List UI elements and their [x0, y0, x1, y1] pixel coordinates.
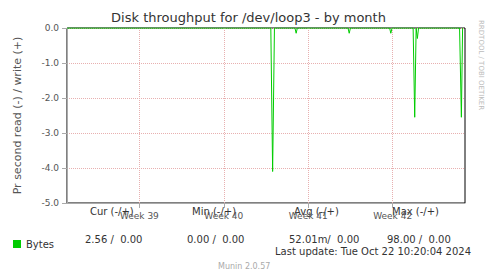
svg-text:RRDTOOL / TOBI OETIKER: RRDTOOL / TOBI OETIKER	[477, 20, 485, 110]
svg-text:98.00 / 0.00: 98.00 / 0.00	[387, 234, 451, 245]
svg-text:Week 42: Week 42	[373, 211, 412, 221]
svg-text:Week 40: Week 40	[204, 211, 243, 221]
svg-text:Week 41: Week 41	[289, 211, 328, 221]
svg-text:2.56 / 0.00: 2.56 / 0.00	[85, 234, 142, 245]
svg-text:Munin 2.0.57: Munin 2.0.57	[218, 262, 270, 271]
svg-text:Cur (-/+): Cur (-/+)	[90, 205, 134, 217]
svg-text:52.01m/ 0.00: 52.01m/ 0.00	[289, 234, 359, 245]
svg-text:Disk throughput for /dev/loop3: Disk throughput for /dev/loop3 - by mont…	[111, 10, 386, 25]
svg-text:Bytes: Bytes	[26, 239, 54, 250]
svg-text:-1.0: -1.0	[41, 58, 59, 68]
svg-text:Week 39: Week 39	[120, 211, 159, 221]
svg-text:-5.0: -5.0	[41, 198, 59, 208]
svg-text:Last update: Tue Oct 22 10:20:: Last update: Tue Oct 22 10:20:04 2024	[275, 246, 471, 257]
svg-text:-4.0: -4.0	[41, 163, 59, 173]
svg-text:Pr second read (-) / write (+): Pr second read (-) / write (+)	[11, 37, 24, 195]
svg-text:0.00 / 0.00: 0.00 / 0.00	[187, 234, 244, 245]
svg-text:0.0: 0.0	[45, 23, 60, 33]
svg-text:-2.0: -2.0	[41, 93, 59, 103]
svg-text:-3.0: -3.0	[41, 128, 59, 138]
svg-text:Max (-/+): Max (-/+)	[392, 205, 439, 217]
